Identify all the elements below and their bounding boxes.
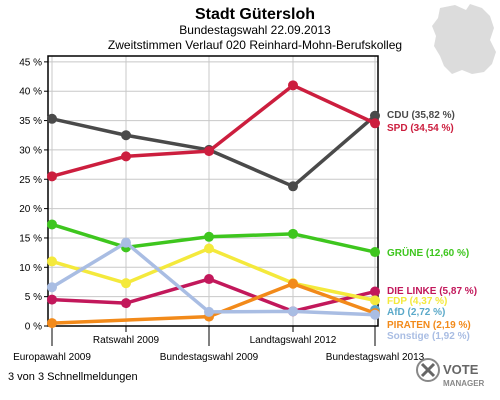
data-point-spd (370, 118, 380, 129)
logo-text-vote: VOTE (443, 362, 479, 377)
data-point-fdp (204, 243, 214, 254)
data-point-spd (288, 80, 298, 91)
x-tick-label: Bundestagswahl 2013 (326, 352, 425, 363)
y-tick-label: 0 % (25, 322, 42, 333)
chart-title: Stadt Gütersloh (195, 6, 315, 23)
series-labels: CDU (35,82 %) SPD (34,54 %) GRÜNE (12,60 %… (387, 110, 477, 342)
y-tick-label: 5 % (25, 292, 42, 303)
y-tick-label: 20 % (19, 204, 42, 215)
data-point-cdu (121, 130, 131, 141)
x-tick-label: Europawahl 2009 (13, 352, 91, 363)
data-point-grüne (204, 231, 214, 242)
data-point-die-linke (47, 294, 57, 305)
logo-text-manager: MANAGER (443, 379, 485, 388)
y-tick-label: 25 % (19, 175, 42, 186)
grid (48, 56, 378, 327)
vote-manager-logo: VOTE MANAGER (416, 358, 485, 388)
data-point-sonstige (204, 306, 214, 317)
x-tick-label: Landtagswahl 2012 (250, 335, 337, 346)
y-tick-label: 35 % (19, 116, 42, 127)
data-point-cdu (288, 181, 298, 192)
series-label-afd: AfD (2,72 %) (387, 307, 445, 318)
data-point-grüne (47, 219, 57, 230)
y-tick-label: 10 % (19, 263, 42, 274)
data-point-grüne (370, 247, 380, 258)
germany-map-icon (432, 4, 496, 74)
data-point-sonstige (370, 309, 380, 320)
series-label-sonstige: Sonstige (1,92 %) (387, 331, 470, 342)
data-point-fdp (47, 256, 57, 267)
plot-frame (47, 55, 379, 327)
data-point-sonstige (288, 306, 298, 317)
series-label-spd: SPD (34,54 %) (387, 123, 454, 134)
series-label-fdp: FDP (4,37 %) (387, 296, 447, 307)
series-label-die-linke: DIE LINKE (5,87 %) (387, 286, 477, 297)
x-tick-label: Ratswahl 2009 (93, 335, 160, 346)
x-tick-label: Bundestagswahl 2009 (160, 352, 259, 363)
data-point-die-linke (370, 286, 380, 297)
series-group (47, 80, 380, 329)
data-point-sonstige (121, 237, 131, 248)
y-tick-label: 30 % (19, 145, 42, 156)
data-point-cdu (370, 110, 380, 121)
y-tick-label: 40 % (19, 87, 42, 98)
series-label-cdu: CDU (35,82 %) (387, 110, 455, 121)
chart-subtitle-election: Bundestagswahl 22.09.2013 (179, 23, 331, 37)
ballot-x-icon (416, 358, 440, 382)
series-label-piraten: PIRATEN (2,19 %) (387, 320, 471, 331)
data-point-spd (121, 151, 131, 162)
status-text: 3 von 3 Schnellmeldungen (8, 371, 138, 383)
data-point-spd (47, 171, 57, 182)
data-point-die-linke (121, 298, 131, 309)
data-point-piraten (47, 318, 57, 329)
series-line-piraten (51, 281, 376, 325)
data-point-die-linke (204, 274, 214, 285)
y-tick-label: 15 % (19, 233, 42, 244)
data-point-piraten (288, 278, 298, 289)
data-point-grüne (288, 228, 298, 239)
chart-subtitle-district: Zweitstimmen Verlauf 020 Reinhard-Mohn-B… (108, 38, 402, 52)
data-point-fdp (370, 295, 380, 306)
y-tick-label: 45 % (19, 57, 42, 68)
data-point-spd (204, 146, 214, 157)
data-point-cdu (47, 113, 57, 124)
data-point-sonstige (47, 282, 57, 293)
series-label-grüne: GRÜNE (12,60 %) (387, 246, 469, 259)
data-point-fdp (121, 278, 131, 289)
y-axis: 0 % 5 % 10 % 15 % 20 % 25 % 30 % 35 % 40 % 45 % (19, 57, 48, 333)
